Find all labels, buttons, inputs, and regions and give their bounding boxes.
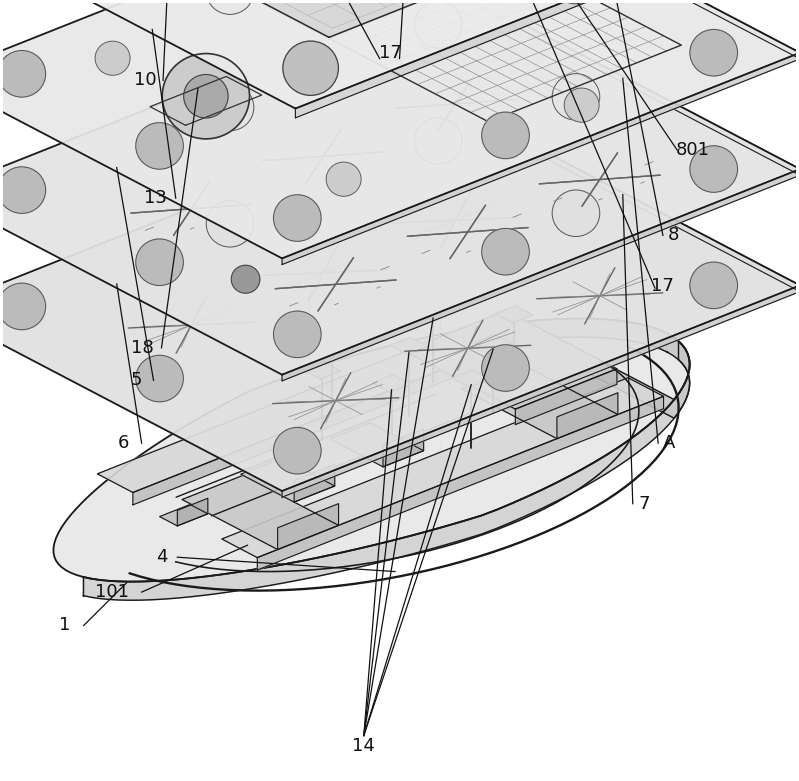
Text: 17: 17 [379,45,401,62]
Polygon shape [454,0,799,175]
Circle shape [0,284,46,330]
Polygon shape [294,464,335,502]
Circle shape [136,239,183,286]
Polygon shape [372,375,411,392]
Polygon shape [282,285,799,497]
Polygon shape [296,0,742,118]
Circle shape [184,74,229,118]
Polygon shape [282,169,799,381]
Text: 4: 4 [156,548,167,566]
Polygon shape [54,319,690,582]
Circle shape [552,0,600,4]
Polygon shape [240,458,335,502]
Text: 801: 801 [676,141,710,159]
Text: 14: 14 [352,736,376,754]
Circle shape [162,54,249,139]
Polygon shape [515,369,617,425]
Circle shape [482,344,529,391]
Circle shape [690,146,737,192]
Polygon shape [383,429,423,467]
Polygon shape [0,0,799,259]
Polygon shape [177,498,208,526]
Circle shape [273,427,321,474]
Circle shape [206,84,254,130]
Circle shape [0,51,46,97]
Polygon shape [133,331,539,505]
Text: 6: 6 [117,434,129,452]
Polygon shape [454,104,799,291]
Text: 18: 18 [131,339,153,357]
Circle shape [0,167,46,213]
Polygon shape [0,0,742,109]
Circle shape [690,262,737,308]
Circle shape [564,88,599,122]
Polygon shape [312,327,351,344]
Circle shape [273,194,321,241]
Circle shape [415,2,462,48]
Circle shape [482,228,529,275]
Text: 8: 8 [667,226,679,244]
Polygon shape [0,104,799,491]
Text: 13: 13 [145,189,167,207]
Polygon shape [404,311,617,409]
Circle shape [326,162,361,196]
Circle shape [415,118,462,164]
Text: 17: 17 [651,276,674,294]
Circle shape [283,41,339,95]
Text: 1: 1 [59,616,70,634]
Polygon shape [160,505,208,526]
Polygon shape [182,476,339,550]
Circle shape [95,41,130,75]
Text: 10: 10 [134,71,157,89]
Circle shape [482,112,529,159]
Polygon shape [390,337,428,355]
Polygon shape [303,362,341,379]
Polygon shape [461,365,618,439]
Polygon shape [83,341,690,601]
Polygon shape [452,369,491,387]
Polygon shape [495,305,533,323]
Circle shape [231,266,260,293]
Circle shape [206,201,254,247]
Circle shape [206,0,254,14]
Polygon shape [454,0,799,59]
Circle shape [690,30,737,76]
Circle shape [552,73,600,120]
Polygon shape [474,334,512,352]
Polygon shape [282,52,799,265]
Circle shape [273,311,321,358]
Text: 7: 7 [638,494,650,512]
Circle shape [136,123,183,169]
Polygon shape [525,319,690,419]
Polygon shape [142,0,593,37]
Polygon shape [557,393,618,439]
Polygon shape [277,504,339,550]
Text: A: A [663,434,675,452]
Polygon shape [414,303,452,320]
Text: 5: 5 [130,372,142,390]
Polygon shape [0,0,799,375]
Polygon shape [330,423,423,467]
Text: 101: 101 [95,583,129,601]
Circle shape [552,190,600,237]
Polygon shape [222,378,663,558]
Polygon shape [257,396,663,570]
Polygon shape [97,312,539,493]
Circle shape [136,355,183,401]
